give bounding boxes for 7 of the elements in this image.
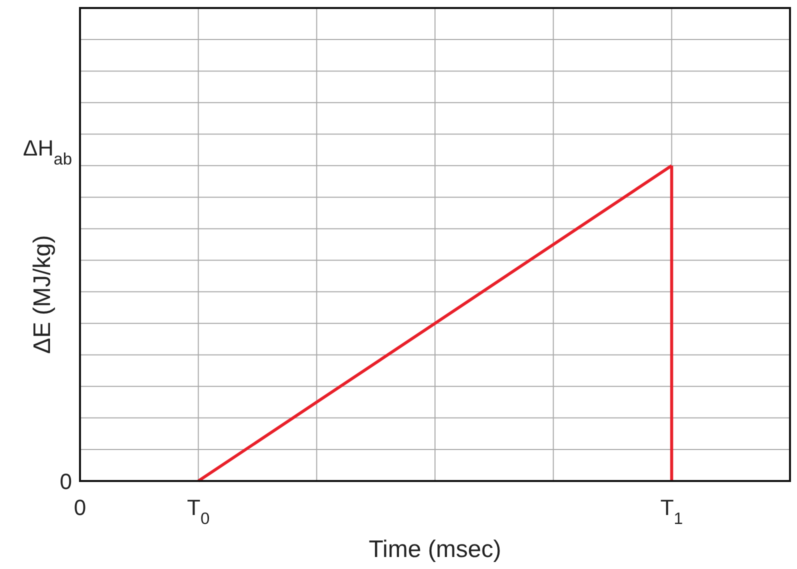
text: 0 [60, 469, 72, 494]
text: ΔH$_{ab}$ [23, 136, 72, 169]
x-tick-label: 0 [74, 495, 86, 520]
x-tick-label: T$_{1}$ [660, 495, 683, 528]
x-axis-title: Time (msec) [368, 536, 502, 563]
y-axis-title: ΔE (MJ/kg) [29, 235, 56, 354]
x-tick-label: T$_{0}$ [187, 495, 210, 528]
